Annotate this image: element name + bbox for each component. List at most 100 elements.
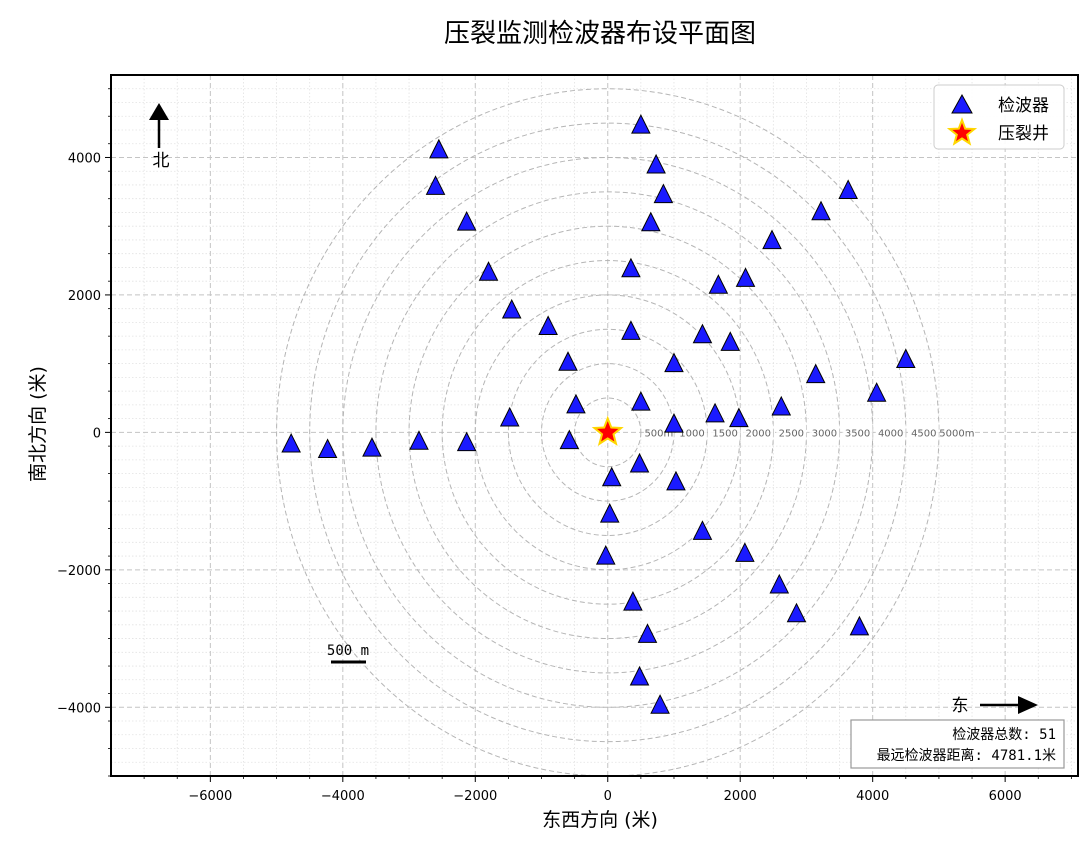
receiver-marker [595, 544, 616, 565]
ring-label: 3000 [812, 428, 837, 439]
axis-ticks: −6000 −4000 −2000 0 2000 4000 6000 −4000 −2000 0 2… [57, 88, 1072, 804]
receiver-marker [499, 406, 520, 427]
receiver-marker [708, 274, 729, 294]
info-receiver-count: 检波器总数: 51 [952, 727, 1056, 743]
distance-ring [276, 88, 940, 776]
receiver-marker [664, 413, 684, 433]
receiver-marker [317, 438, 338, 459]
scale-bar-label: 500 m [327, 643, 369, 659]
x-tick-label: −4000 [321, 789, 365, 804]
y-axis-title: 南北方向 (米) [27, 366, 49, 482]
legend: 检波器 压裂井 [933, 84, 1065, 150]
ring-label-background [676, 424, 707, 440]
distance-rings [276, 88, 940, 776]
receiver-marker [786, 602, 807, 623]
x-tick-label: 6000 [989, 789, 1022, 804]
receiver-marker [631, 114, 651, 134]
distance-ring [441, 260, 774, 605]
receiver-marker [735, 542, 755, 562]
receiver-marker [866, 382, 887, 402]
ring-label-background [710, 424, 741, 440]
ring-label: 4500 [911, 428, 936, 439]
ring-label: 2500 [779, 428, 804, 439]
ring-label: 2000 [745, 428, 770, 439]
legend-label-receiver: 检波器 [998, 96, 1049, 116]
distance-ring [342, 156, 874, 708]
ring-label-background [875, 424, 906, 440]
distance-ring [507, 328, 708, 536]
receiver-marker [895, 348, 916, 369]
distance-ring [474, 294, 741, 571]
ring-label-background [842, 424, 873, 440]
y-tick-label: 0 [93, 426, 101, 441]
receiver-marker [281, 432, 301, 453]
ring-label-background [941, 424, 972, 440]
receiver-marker [629, 452, 650, 473]
data-points [281, 114, 916, 714]
ring-label: 500m [644, 428, 673, 439]
chart-title: 压裂监测检波器布设平面图 [444, 19, 756, 49]
receiver-marker [692, 323, 713, 344]
receiver-marker [640, 211, 661, 232]
ring-label: 3500 [845, 428, 870, 439]
receiver-marker [650, 694, 670, 714]
ring-label: 1500 [712, 428, 737, 439]
receiver-marker [631, 391, 651, 411]
x-tick-label: 2000 [724, 789, 757, 804]
receiver-marker [456, 431, 477, 452]
receiver-marker [409, 430, 429, 450]
receiver-marker [629, 665, 650, 686]
receiver-marker [729, 407, 749, 428]
north-arrow: 北 [149, 103, 170, 171]
ring-labels: 500m 1000 1500 2000 2500 3000 3500 4000 4500 5000… [643, 424, 975, 440]
receiver-marker [559, 429, 580, 450]
legend-label-well: 压裂井 [998, 124, 1049, 144]
receiver-marker [621, 257, 641, 278]
receiver-marker [771, 395, 792, 416]
info-box: 检波器总数: 51 最远检波器距离: 4781.1米 [850, 719, 1065, 769]
x-tick-label: 0 [604, 789, 612, 804]
distance-ring [408, 225, 807, 640]
x-tick-label: −6000 [188, 789, 232, 804]
receiver-marker [425, 175, 446, 195]
east-arrow: 东 [952, 696, 1038, 716]
x-tick-label: 4000 [856, 789, 889, 804]
ring-label: 1000 [679, 428, 704, 439]
ring-label: 5000m [939, 428, 974, 439]
receiver-marker [637, 623, 658, 643]
y-tick-label: 2000 [68, 289, 101, 304]
receiver-marker [735, 267, 756, 287]
receiver-marker [478, 261, 499, 281]
legend-triangle-icon [951, 93, 973, 114]
receiver-marker [538, 315, 558, 336]
well-marker [591, 415, 624, 446]
receiver-marker [558, 351, 578, 371]
receiver-marker [720, 331, 741, 351]
receiver-marker [623, 591, 643, 611]
ring-label-background [776, 424, 807, 440]
receiver-marker [362, 437, 382, 457]
receiver-marker [601, 466, 622, 487]
y-tick-label: −4000 [57, 701, 101, 716]
x-tick-label: −2000 [453, 789, 497, 804]
receiver-marker [429, 138, 449, 159]
east-arrow-label: 东 [952, 696, 969, 716]
receiver-marker [805, 363, 826, 384]
ring-label-background [643, 424, 674, 440]
receiver-marker [621, 320, 641, 340]
receiver-marker [666, 470, 686, 491]
info-max-distance: 最远检波器距离: 4781.1米 [877, 747, 1056, 764]
receiver-marker [838, 179, 858, 199]
receiver-marker [769, 573, 790, 594]
receiver-marker [664, 352, 684, 373]
receiver-marker [501, 298, 522, 319]
receiver-marker [705, 402, 725, 423]
ring-label-background [908, 424, 939, 440]
receiver-marker [599, 503, 620, 523]
distance-ring [375, 191, 841, 674]
ring-label-background [743, 424, 774, 440]
plot-frame [110, 74, 1079, 777]
ring-label: 4000 [878, 428, 903, 439]
north-arrow-label: 北 [153, 151, 170, 171]
